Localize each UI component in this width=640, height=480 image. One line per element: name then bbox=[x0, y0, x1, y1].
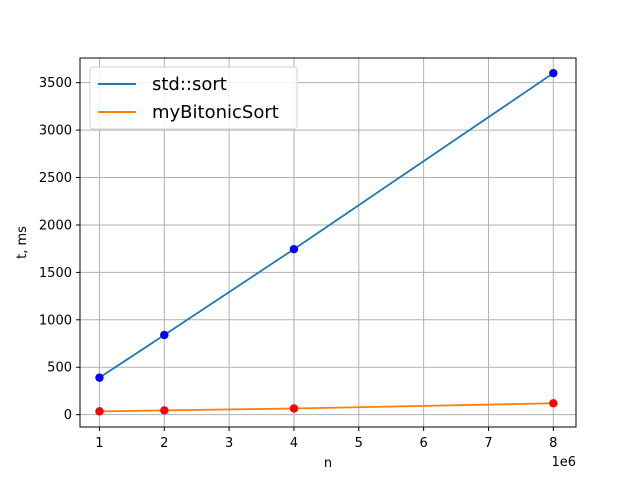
y-tick-label: 3500 bbox=[39, 76, 72, 91]
legend-box bbox=[89, 66, 298, 130]
data-point bbox=[549, 399, 558, 408]
legend-label: myBitonicSort bbox=[152, 102, 279, 123]
x-tick-label: 4 bbox=[290, 436, 298, 451]
series-line-0 bbox=[98, 72, 554, 379]
y-tick-label: 3000 bbox=[39, 124, 72, 139]
data-point bbox=[95, 373, 104, 382]
y-tick-label: 2000 bbox=[39, 218, 72, 233]
x-tick-label: 1 bbox=[95, 436, 103, 451]
data-point bbox=[289, 404, 299, 413]
series-line-1 bbox=[99, 402, 554, 413]
y-tick-label: 0 bbox=[64, 408, 72, 423]
y-tick-label: 500 bbox=[47, 361, 72, 376]
x-axis-label: n bbox=[324, 456, 332, 471]
plot-frame bbox=[79, 57, 577, 428]
x-tick-label: 5 bbox=[355, 436, 363, 451]
ticks: 1 2 3 4 5 6 7 8 0 500 1000 1500 2000 2500 3000 3500 bbox=[39, 76, 558, 451]
x-tick-label: 8 bbox=[549, 436, 557, 451]
y-axis-label: t, ms bbox=[15, 226, 30, 259]
x-tick-label: 3 bbox=[225, 436, 233, 451]
data-point bbox=[95, 407, 104, 416]
data-point bbox=[549, 68, 558, 78]
x-offset-label: 1e6 bbox=[551, 455, 576, 470]
y-tick-label: 1500 bbox=[39, 266, 72, 281]
data-point bbox=[160, 330, 169, 340]
x-tick-label: 2 bbox=[160, 436, 168, 451]
data-point bbox=[160, 406, 169, 415]
data-point bbox=[289, 244, 299, 254]
legend-label: std::sort bbox=[152, 74, 227, 95]
series-layer bbox=[95, 68, 558, 416]
grid bbox=[80, 58, 576, 427]
y-tick-label: 2500 bbox=[39, 171, 72, 186]
y-tick-label: 1000 bbox=[39, 313, 72, 328]
x-tick-label: 7 bbox=[484, 436, 492, 451]
x-tick-label: 6 bbox=[419, 436, 427, 451]
